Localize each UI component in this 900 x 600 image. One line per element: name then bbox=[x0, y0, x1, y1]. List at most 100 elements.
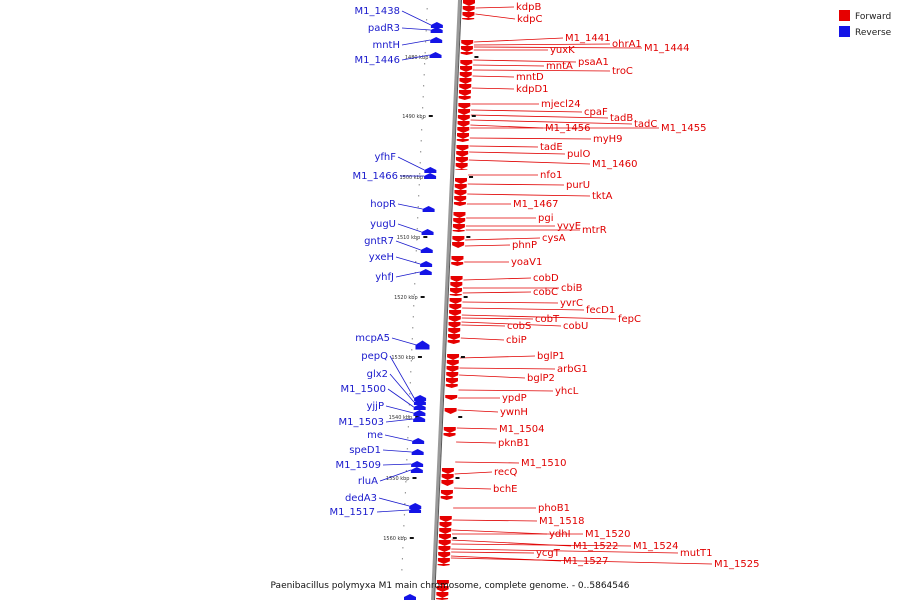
reverse-gene-arrow bbox=[421, 229, 434, 235]
reverse-gene-label: yxeH bbox=[369, 252, 394, 263]
forward-gene-arrow bbox=[458, 103, 471, 109]
forward-gene-arrow bbox=[447, 334, 460, 340]
forward-gene-arrow bbox=[438, 540, 451, 546]
tick-mark bbox=[412, 477, 417, 479]
forward-leader-line bbox=[452, 529, 548, 535]
reverse-leader-line bbox=[387, 388, 414, 408]
forward-gene-arrow bbox=[462, 6, 475, 12]
reverse-gene-label: M1_1466 bbox=[353, 171, 398, 182]
reverse-gene-arrow bbox=[424, 167, 437, 173]
reverse-gene-arrow bbox=[413, 410, 426, 416]
forward-leader-line bbox=[473, 46, 643, 49]
forward-gene-arrow bbox=[455, 163, 468, 169]
reverse-gene-arrow bbox=[430, 22, 443, 28]
reverse-gene-arrow bbox=[430, 37, 443, 43]
reverse-gene-arrow bbox=[409, 507, 422, 513]
reverse-leader-line bbox=[382, 463, 412, 466]
forward-leader-line bbox=[459, 374, 526, 379]
forward-gene-arrow bbox=[449, 294, 462, 296]
forward-gene-arrow bbox=[448, 328, 461, 334]
forward-leader-line bbox=[462, 301, 559, 304]
forward-gene-label: mutT1 bbox=[680, 548, 712, 559]
forward-gene-arrow bbox=[446, 360, 459, 366]
forward-gene-arrow bbox=[451, 262, 464, 266]
forward-gene-label: fepC bbox=[618, 314, 641, 325]
forward-gene-arrow bbox=[439, 516, 452, 522]
forward-gene-arrow bbox=[457, 133, 470, 139]
forward-gene-arrow bbox=[437, 564, 450, 566]
forward-leader-line bbox=[473, 64, 545, 67]
forward-leader-line bbox=[473, 43, 611, 46]
forward-gene-arrow bbox=[462, 18, 475, 20]
reverse-gene-label: mcpA5 bbox=[355, 333, 390, 344]
forward-gene-arrow bbox=[438, 534, 451, 540]
reverse-gene-arrow bbox=[430, 27, 443, 33]
forward-gene-arrow bbox=[460, 52, 473, 55]
reverse-gene-arrow bbox=[413, 404, 426, 410]
forward-gene-arrow bbox=[452, 236, 465, 242]
forward-gene-arrow bbox=[449, 310, 462, 316]
forward-leader-line bbox=[452, 519, 538, 522]
forward-gene-label: purU bbox=[566, 180, 590, 191]
reverse-leader-line bbox=[401, 39, 431, 46]
reverse-gene-arrow bbox=[429, 52, 442, 58]
forward-gene-arrow bbox=[448, 322, 461, 328]
tick-label: 1540 kbp bbox=[389, 415, 413, 421]
forward-gene-label: tktA bbox=[592, 191, 613, 202]
reverse-gene-label: mntH bbox=[372, 40, 400, 51]
forward-gene-label: cpaF bbox=[584, 107, 608, 118]
reverse-leader-line bbox=[401, 54, 430, 61]
reverse-gene-label: yugU bbox=[370, 219, 396, 230]
forward-gene-arrow bbox=[436, 580, 449, 586]
forward-leader-line bbox=[456, 441, 497, 444]
forward-gene-arrow bbox=[443, 427, 456, 433]
forward-gene-label: M1_1460 bbox=[592, 159, 637, 170]
forward-gene-arrow bbox=[444, 408, 457, 414]
forward-gene-arrow bbox=[440, 490, 453, 496]
forward-gene-label: pknB1 bbox=[498, 438, 530, 449]
reverse-gene-arrow bbox=[410, 467, 423, 473]
forward-gene-arrow bbox=[443, 433, 456, 437]
forward-leader-line bbox=[473, 59, 577, 63]
tick-mark bbox=[409, 537, 414, 539]
forward-gene-label: recQ bbox=[494, 467, 518, 478]
legend-reverse-label: Reverse bbox=[855, 28, 892, 38]
forward-gene-arrow bbox=[458, 96, 471, 100]
reverse-leader-line bbox=[378, 497, 410, 507]
forward-gene-arrow bbox=[460, 46, 473, 52]
forward-gene-label: M1_1456 bbox=[545, 123, 590, 134]
reverse-gene-label: M1_1503 bbox=[339, 417, 384, 428]
forward-gene-label: tadC bbox=[634, 119, 657, 130]
forward-leader-line bbox=[474, 37, 564, 43]
forward-gene-label: troC bbox=[612, 66, 633, 77]
forward-gene-label: yvyE bbox=[557, 221, 581, 232]
tick-label: 1560 kbp bbox=[383, 536, 407, 542]
forward-leader-line bbox=[450, 557, 713, 565]
forward-leader-line bbox=[461, 321, 562, 327]
forward-leader-line bbox=[462, 291, 532, 294]
forward-gene-arrow bbox=[446, 372, 459, 378]
forward-tick-mark bbox=[460, 356, 465, 358]
forward-tick-mark bbox=[455, 477, 460, 479]
forward-gene-arrow bbox=[457, 115, 470, 121]
forward-leader-lines bbox=[450, 6, 713, 565]
reverse-gene-label: gntR7 bbox=[364, 236, 394, 247]
forward-leader-line bbox=[467, 193, 591, 197]
forward-gene-arrow bbox=[452, 230, 465, 232]
forward-gene-label: cobT bbox=[535, 314, 560, 325]
forward-gene-label: ywnH bbox=[500, 407, 528, 418]
dotted-guide-line bbox=[401, 8, 428, 571]
reverse-gene-label: pepQ bbox=[361, 351, 388, 362]
forward-leader-line bbox=[470, 119, 633, 125]
forward-gene-arrow bbox=[446, 366, 459, 372]
forward-gene-arrow bbox=[459, 72, 472, 78]
reverse-gene-label: yhfJ bbox=[375, 272, 394, 283]
forward-leader-line bbox=[459, 355, 536, 359]
forward-gene-arrow bbox=[445, 384, 458, 388]
forward-tick-mark bbox=[452, 537, 457, 539]
reverse-leader-line bbox=[395, 271, 420, 278]
reverse-gene-arrow bbox=[414, 395, 427, 401]
reverse-gene-arrow bbox=[420, 247, 433, 253]
forward-gene-arrow bbox=[441, 468, 454, 474]
